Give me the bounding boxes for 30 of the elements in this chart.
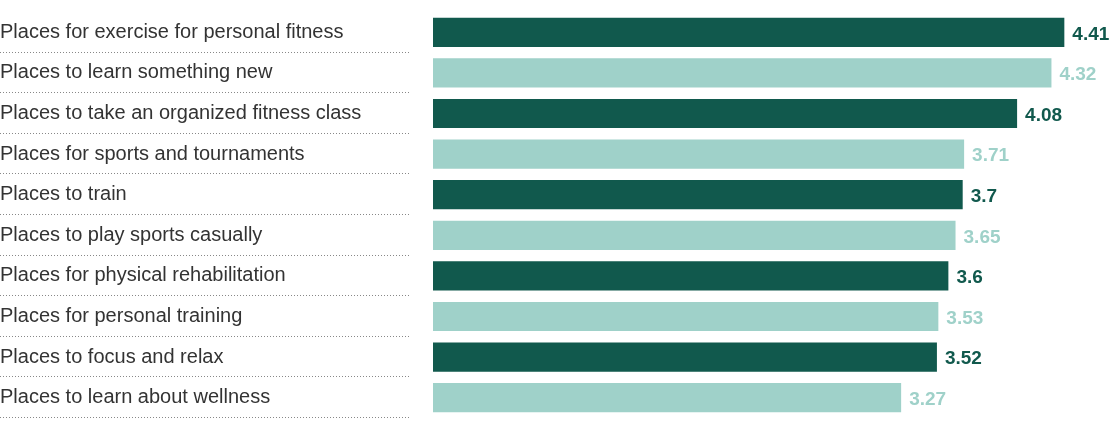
data-label: 3.52 [944, 347, 982, 369]
bar [433, 17, 1065, 47]
y-tick-label: Places to play sports casually [0, 222, 263, 245]
data-label: 3.6 [956, 266, 983, 288]
data-label: 4.08 [1025, 103, 1063, 125]
bar [433, 301, 939, 332]
data-label: 3.7 [970, 184, 998, 206]
data-label: 4.41 [1072, 22, 1110, 44]
bar [433, 342, 937, 372]
y-tick-label: Places for personal training [0, 304, 243, 327]
y-tick-label: Places for exercise for personal fitness [0, 19, 344, 42]
data-label: 4.32 [1059, 63, 1097, 85]
y-tick-label: Places to focus and relax [0, 344, 224, 367]
y-tick-label: Places for physical rehabilitation [0, 263, 286, 286]
bar [433, 139, 965, 169]
y-tick-label: Places for sports and tournaments [0, 141, 305, 164]
y-tick-label: Places to learn something new [0, 60, 273, 83]
y-tick-label: Places to learn about wellness [0, 385, 271, 408]
y-tick-label: Places to take an organized fitness class [0, 101, 362, 124]
data-label: 3.27 [909, 387, 947, 409]
bar [433, 180, 963, 210]
bar [433, 261, 949, 291]
data-label: 3.65 [963, 225, 1001, 247]
bar [433, 58, 1052, 88]
y-tick-label: Places to train [0, 182, 127, 205]
bar [433, 98, 1018, 129]
bar [433, 220, 956, 250]
bar [433, 383, 902, 413]
data-label: 3.71 [972, 144, 1010, 166]
data-label: 3.53 [946, 306, 984, 328]
